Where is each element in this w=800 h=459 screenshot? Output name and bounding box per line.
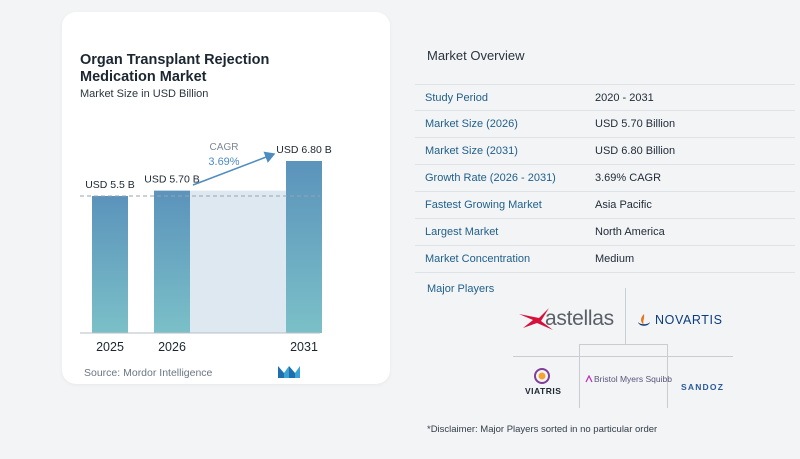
table-row: Fastest Growing Market Asia Pacific [415,192,795,219]
row-label: Market Size (2026) [425,118,518,130]
astellas-wordmark: astellas [545,307,614,330]
grid-divider [667,344,668,408]
row-label: Fastest Growing Market [425,199,542,211]
bar-2025 [92,196,128,333]
mordor-intelligence-logo [278,366,300,378]
grid-divider [579,344,668,345]
row-value: 3.69% CAGR [595,172,662,184]
bar-value-label: USD 5.5 B [85,179,135,191]
row-label: Market Concentration [425,253,531,265]
astellas-star-icon [519,308,553,330]
row-label: Study Period [425,91,488,104]
grid-divider [625,288,626,344]
cagr-arrow [192,151,276,186]
disclaimer-text: *Disclaimer: Major Players sorted in no … [427,424,658,435]
x-tick-label: 2031 [290,340,318,354]
bar-value-label: USD 6.80 B [276,144,331,156]
forecast-band [190,190,286,333]
row-label: Growth Rate (2026 - 2031) [425,172,556,184]
major-players-title: Major Players [427,283,495,295]
sandoz-logo: SANDOZ [681,377,724,395]
table-row: Largest Market North America [415,219,795,246]
row-value: 2020 - 2031 [595,91,654,104]
table-row: Growth Rate (2026 - 2031) 3.69% CAGR [415,165,795,192]
table-row: Market Size (2026) USD 5.70 Billion [415,111,795,138]
bms-icon [585,375,593,383]
row-value: North America [595,226,665,238]
grid-divider [513,356,733,357]
grid-divider [579,344,580,408]
cagr-value: 3.69% [208,156,239,168]
bar-2031 [286,161,322,333]
row-value: USD 5.70 Billion [595,118,676,130]
sandoz-wordmark: SANDOZ [681,382,725,392]
row-value: USD 6.80 Billion [595,145,676,157]
table-row: Market Concentration Medium [415,246,795,273]
table-row: Market Size (2031) USD 6.80 Billion [415,138,795,165]
chart-subtitle: Market Size in USD Billion [80,88,209,100]
bms-wordmark: Bristol Myers Squibb [594,374,672,384]
row-label: Market Size (2031) [425,145,518,157]
x-tick-label: 2025 [96,340,124,354]
chart-card: Organ Transplant Rejection Medication Ma… [62,12,390,384]
novartis-flame-icon [638,314,650,326]
row-value: Asia Pacific [595,199,652,211]
x-tick-label: 2026 [158,340,186,354]
row-value: Medium [595,253,635,265]
row-label: Largest Market [425,226,499,238]
viatris-wordmark: VIATRIS [525,386,562,396]
source-text: Source: Mordor Intelligence [84,367,213,379]
bar-2026 [154,190,190,333]
overview-table: Study Period 2020 - 2031 Market Size (20… [415,84,795,273]
bar-value-label: USD 5.70 B [144,174,199,186]
viatris-icon [534,368,550,384]
chart-title: Organ Transplant Rejection Medication Ma… [80,52,270,85]
novartis-wordmark: NOVARTIS [655,313,723,327]
major-players-grid: astellas NOVARTIS VIATRIS Bristol Myers … [513,288,733,408]
market-overview-panel: Market Overview Study Period 2020 - 2031… [415,0,800,459]
cagr-label: CAGR [210,142,239,153]
overview-title: Market Overview [427,48,525,63]
table-row: Study Period 2020 - 2031 [415,84,795,111]
bar-chart: USD 5.5 B 2025 USD 5.70 B 2026 USD 6.80 B 203… [80,142,332,354]
